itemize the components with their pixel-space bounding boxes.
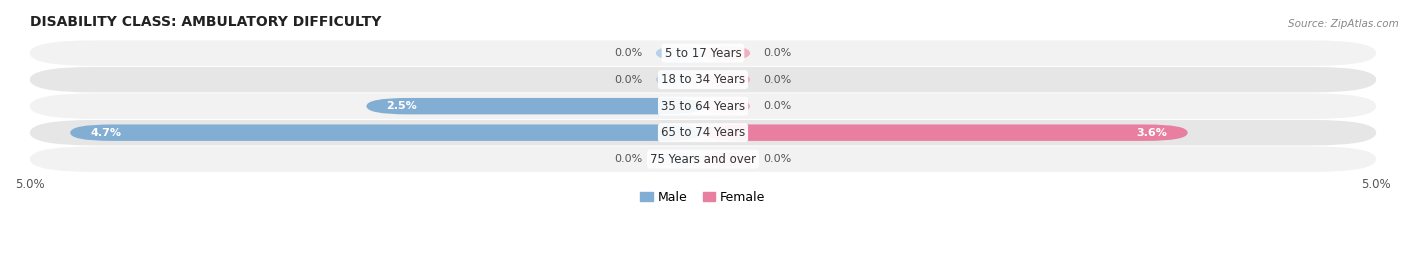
Text: 65 to 74 Years: 65 to 74 Years xyxy=(661,126,745,139)
Text: 0.0%: 0.0% xyxy=(614,154,643,164)
Text: 35 to 64 Years: 35 to 64 Years xyxy=(661,100,745,113)
Text: DISABILITY CLASS: AMBULATORY DIFFICULTY: DISABILITY CLASS: AMBULATORY DIFFICULTY xyxy=(30,15,381,29)
FancyBboxPatch shape xyxy=(70,125,703,141)
Text: 5 to 17 Years: 5 to 17 Years xyxy=(665,47,741,60)
Text: 75 Years and over: 75 Years and over xyxy=(650,153,756,166)
Text: 0.0%: 0.0% xyxy=(614,48,643,58)
Text: 0.0%: 0.0% xyxy=(763,48,792,58)
FancyBboxPatch shape xyxy=(367,98,703,114)
Text: 0.0%: 0.0% xyxy=(763,154,792,164)
FancyBboxPatch shape xyxy=(655,72,703,88)
FancyBboxPatch shape xyxy=(30,146,1376,172)
Text: 2.5%: 2.5% xyxy=(387,101,418,111)
FancyBboxPatch shape xyxy=(703,98,751,114)
FancyBboxPatch shape xyxy=(655,45,703,61)
Text: 0.0%: 0.0% xyxy=(614,75,643,85)
FancyBboxPatch shape xyxy=(30,67,1376,92)
Text: 18 to 34 Years: 18 to 34 Years xyxy=(661,73,745,86)
FancyBboxPatch shape xyxy=(703,151,751,167)
Text: 0.0%: 0.0% xyxy=(763,75,792,85)
FancyBboxPatch shape xyxy=(655,151,703,167)
FancyBboxPatch shape xyxy=(30,93,1376,119)
Legend: Male, Female: Male, Female xyxy=(636,186,770,209)
FancyBboxPatch shape xyxy=(30,40,1376,66)
Text: 0.0%: 0.0% xyxy=(763,101,792,111)
Text: 3.6%: 3.6% xyxy=(1136,128,1167,138)
Text: Source: ZipAtlas.com: Source: ZipAtlas.com xyxy=(1288,19,1399,29)
FancyBboxPatch shape xyxy=(703,72,751,88)
FancyBboxPatch shape xyxy=(703,45,751,61)
FancyBboxPatch shape xyxy=(703,125,1188,141)
Text: 4.7%: 4.7% xyxy=(90,128,121,138)
FancyBboxPatch shape xyxy=(30,120,1376,146)
